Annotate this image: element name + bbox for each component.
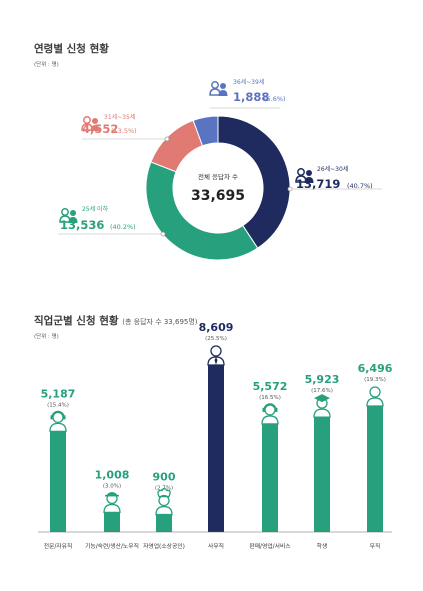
age-section-title: 연령별 신청 현황: [34, 43, 109, 55]
bar-4-percent: (16.5%): [259, 395, 281, 401]
bar-6-category: 무직: [370, 543, 381, 550]
age-26-30-range-label: 26세~30세: [317, 165, 348, 173]
bar-0-percent: (15.4%): [47, 402, 69, 408]
bar-2-chef-icon: [155, 487, 173, 516]
bar-1-value: 1,008: [95, 468, 130, 481]
bar-3-category: 사무직: [208, 542, 224, 550]
age-25-under-people-icon: [59, 208, 78, 223]
age-26-30-leader-dot: [287, 186, 293, 192]
job-section-note: (총 응답자 수 33,695명): [122, 318, 198, 326]
job-section-title-text: 직업군별 신청 현황: [34, 315, 119, 327]
bar-3-value: 8,609: [199, 321, 234, 334]
bar-6: [367, 405, 383, 532]
bar-5-percent: (17.6%): [311, 388, 333, 394]
bar-3: [208, 365, 224, 532]
bar-2-category: 자영업(소상공인): [143, 542, 185, 550]
donut-slice-3: [192, 115, 219, 147]
age-25-under-value: 13,536: [60, 218, 104, 232]
bar-3-percent: (25.5%): [205, 336, 227, 342]
donut-slice-0: [217, 115, 291, 249]
age-26-30-percent: (40.7%): [347, 182, 373, 190]
age-36-39-range-label: 36세~39세: [233, 78, 264, 86]
job-section-title: 직업군별 신청 현황 (총 응답자 수 33,695명): [34, 313, 198, 328]
bar-0: [50, 431, 66, 532]
age-25-under-percent: (40.2%): [110, 223, 136, 231]
age-31-35-range-label: 31세~35세: [104, 113, 135, 121]
age-26-30-value: 13,719: [296, 177, 340, 191]
bar-0-value: 5,187: [41, 387, 76, 400]
donut-center-value: 33,695: [191, 188, 245, 204]
age-25-under-leader-dot: [160, 231, 166, 237]
bar-2-value: 900: [153, 471, 176, 484]
donut-center-label: 전체 응답자 수: [198, 172, 238, 181]
bar-1-percent: (3.0%): [103, 483, 121, 489]
bar-2-percent: (2.7%): [155, 486, 173, 492]
age-36-39-percent: (5.6%): [264, 95, 286, 103]
age-unit-label: (단위 : 명): [34, 62, 59, 68]
age-26-30-people-icon: [295, 168, 314, 183]
age-31-35-value: 4,552: [82, 122, 118, 136]
donut-hole: [174, 144, 262, 232]
bar-5: [314, 417, 330, 532]
bar-5-graduate-icon: [313, 394, 331, 418]
bar-3-office-worker-icon: [207, 345, 225, 366]
bar-6-person-icon: [366, 386, 384, 407]
donut-slice-1: [145, 161, 259, 261]
age-25-under-range-label: 25세 이하: [82, 205, 109, 213]
bar-4-call-agent-icon: [261, 403, 279, 425]
bar-4: [262, 423, 278, 532]
age-31-35-percent: (13.5%): [111, 127, 137, 135]
bar-5-value: 5,923: [305, 373, 340, 386]
age-31-35-leader-dot: [164, 136, 170, 142]
bar-5-category: 학생: [317, 542, 328, 550]
bar-6-percent: (19.3%): [364, 377, 386, 383]
bar-2: [156, 514, 172, 532]
job-unit-label: (단위 : 명): [34, 334, 59, 340]
bar-0-category: 전문/자유직: [44, 542, 73, 550]
age-31-35-people-icon: [81, 116, 100, 131]
bar-1-category: 기능/숙련/생산/노무직: [85, 542, 139, 550]
bar-1: [104, 512, 120, 532]
bar-6-value: 6,496: [358, 362, 393, 375]
bar-4-category: 판매/영업/서비스: [249, 542, 291, 550]
bar-0-headset-worker-icon: [49, 410, 67, 433]
bar-4-value: 5,572: [253, 380, 288, 393]
age-36-39-value: 1,888: [233, 90, 269, 104]
age-36-39-people-icon: [209, 81, 228, 96]
bar-1-hardhat-worker-icon: [103, 491, 121, 514]
